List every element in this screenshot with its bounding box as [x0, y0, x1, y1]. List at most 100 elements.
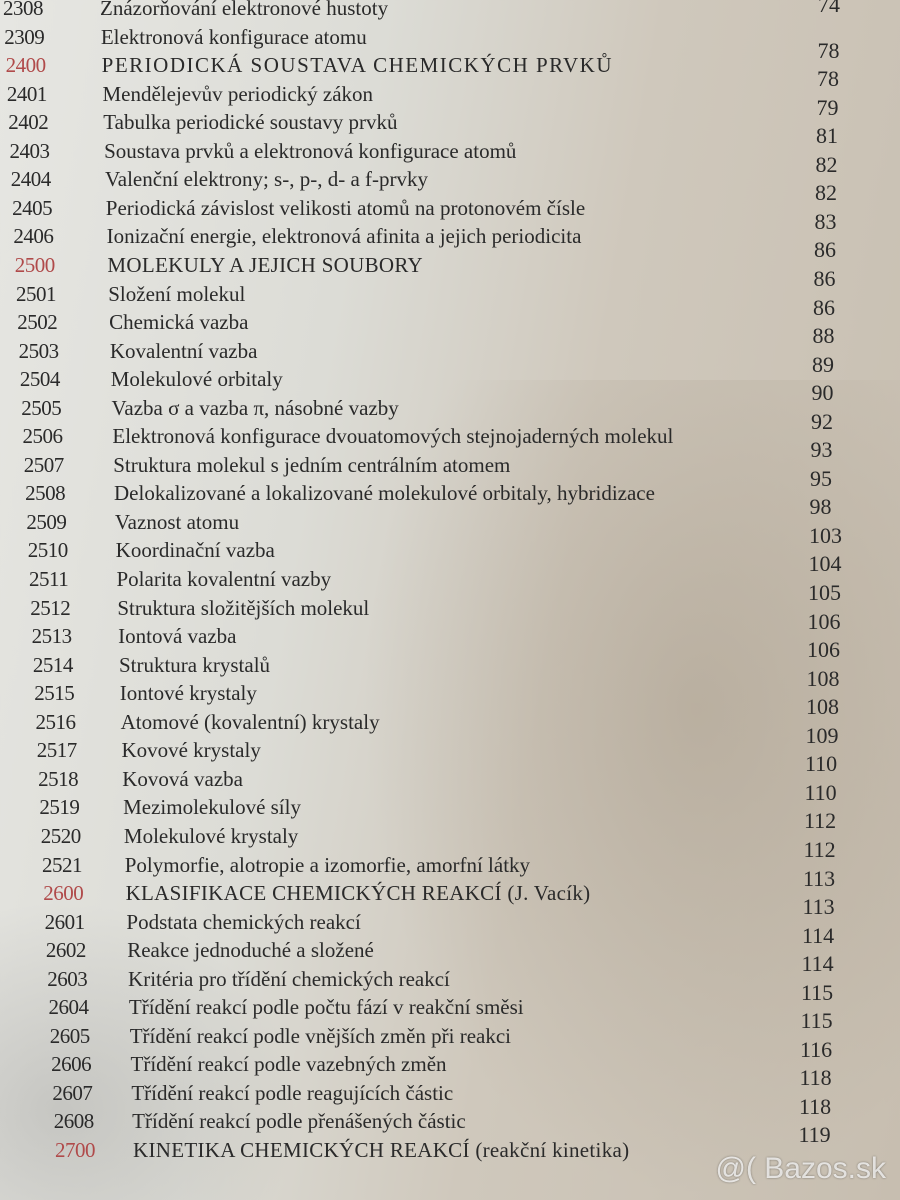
section-title: Mezimolekulové síly [123, 795, 301, 820]
section-number: 2507 [23, 452, 65, 477]
toc-entry: 2500 MOLEKULY A JEJICH SOUBORY 86 [0, 253, 900, 291]
page-number: 109 [805, 722, 839, 748]
section-number: 2309 [4, 24, 45, 49]
section-number: 2608 [53, 1109, 95, 1134]
toc-entry: 2605 Třídění reakcí podle vnějších změn p… [0, 1023, 900, 1062]
page-number: 92 [811, 408, 833, 434]
section-number: 2504 [19, 367, 61, 392]
toc-entry: 2606 Třídění reakcí podle vazebných změn 1… [0, 1052, 900, 1090]
page-number: 113 [802, 894, 835, 920]
section-number: 2503 [18, 338, 60, 363]
toc-entry: 2405 Periodická závislost velikosti atomů… [0, 195, 900, 234]
toc-entry: 2700 KINETIKA CHEMICKÝCH REAKCÍ (reakční … [0, 1138, 900, 1166]
toc-entry: 2504 Molekulové orbitaly 90 [0, 367, 900, 405]
section-title: Valenční elektrony; s-, p-, d- a f-prvky [104, 167, 428, 192]
toc-entry: 2521 Polymorfie, alotropie a izomorfie, a… [0, 852, 900, 891]
section-title: Molekulové orbitaly [110, 367, 283, 392]
toc-entry: 2514 Struktura krystalů 108 [0, 653, 900, 691]
toc-entry: 2401 Mendělejevův periodický zákon 79 [0, 81, 900, 120]
section-number: 2517 [36, 738, 78, 763]
section-title: PERIODICKÁ SOUSTAVA CHEMICKÝCH PRVKŮ [101, 53, 613, 78]
section-title: Struktura složitějších molekul [117, 595, 370, 620]
section-number: 2603 [47, 966, 88, 991]
section-number: 2512 [30, 595, 71, 620]
section-title: Polymorfie, alotropie a izomorfie, amorf… [124, 852, 531, 877]
section-title: Kovová vazba [122, 766, 243, 791]
page-number: 90 [811, 380, 834, 406]
toc-entry: 2600 KLASIFIKACE CHEMICKÝCH REAKCÍ (J. Va… [0, 881, 900, 919]
toc-entry: 2509 Vaznost atomu 103 [0, 509, 900, 548]
toc-entry: 2604 Třídění reakcí podle počtu fází v re… [0, 995, 900, 1033]
toc-entry: 2513 Iontová vazba 106 [0, 624, 900, 662]
page-number: 86 [813, 265, 836, 291]
toc-entry: 2601 Podstata chemických reakcí 114 [0, 909, 900, 948]
toc-entry: 2507 Struktura molekul s jedním centrální… [0, 452, 900, 491]
page-number: 110 [804, 779, 837, 805]
section-title: Reakce jednoduché a složené [127, 938, 374, 963]
page-number: 114 [801, 951, 834, 977]
page-number: 88 [812, 323, 835, 349]
section-number: 2308 [3, 0, 44, 20]
section-number: 2607 [52, 1080, 93, 1105]
toc-entry: 2602 Reakce jednoduché a složené 114 [0, 938, 900, 976]
page-number: 79 [816, 94, 839, 120]
section-title: Periodická závislost velikosti atomů na … [105, 195, 586, 220]
page-number: 115 [801, 979, 834, 1005]
section-number: 2508 [25, 481, 66, 506]
toc-entry: 2520 Molekulové krystaly 112 [0, 823, 900, 862]
section-title: Mendělejevův periodický zákon [102, 81, 374, 106]
section-title: Soustava prvků a elektronová konfigurace… [104, 138, 517, 163]
section-number: 2601 [44, 909, 86, 934]
toc-entry: 2607 Třídění reakcí podle reagujících čás… [0, 1080, 900, 1119]
section-title: Struktura molekul s jedním centrálním at… [113, 452, 511, 477]
page-number: 82 [815, 180, 837, 206]
page-number: 86 [813, 294, 835, 320]
section-number: 2403 [9, 138, 51, 163]
page-number: 93 [810, 437, 833, 463]
section-title: Kovové krystaly [121, 738, 261, 763]
section-title: Třídění reakcí podle vnějších změn při r… [129, 1023, 512, 1048]
toc-entry: 2506 Elektronová konfigurace dvouatomovýc… [0, 424, 900, 462]
page-number: 113 [803, 865, 836, 891]
section-number: 2404 [10, 167, 52, 192]
toc-entry: 2403 Soustava prvků a elektronová konfigu… [0, 138, 900, 177]
section-title: Vaznost atomu [114, 509, 240, 534]
section-title: Iontová vazba [118, 624, 237, 649]
section-title: Iontové krystaly [119, 681, 257, 706]
section-number: 2511 [29, 567, 69, 591]
page-number: 78 [817, 37, 840, 63]
section-title: Elektronová konfigurace dvouatomových st… [112, 424, 674, 449]
section-number: 2604 [48, 995, 90, 1020]
section-number: 2700 [55, 1138, 96, 1162]
section-number: 2520 [40, 823, 82, 848]
section-number: 2506 [22, 424, 64, 449]
toc-entry: 2519 Mezimolekulové síly 112 [0, 795, 900, 833]
toc-entry: 2508 Delokalizované a lokalizované moleku… [0, 481, 900, 519]
page-number: 114 [802, 922, 835, 948]
page-number: 115 [800, 1008, 833, 1034]
section-title: Ionizační energie, elektronová afinita a… [106, 224, 582, 249]
section-title: Elektronová konfigurace atomu [100, 24, 367, 49]
section-title: Vazba σ a vazba π, násobné vazby [111, 395, 399, 420]
page-number: 106 [807, 608, 841, 634]
section-title: KINETIKA CHEMICKÝCH REAKCÍ (reakční kine… [133, 1138, 630, 1162]
page-number: 118 [799, 1093, 832, 1119]
toc-entry: 2501 Složení molekul 86 [0, 281, 900, 320]
page-number: 98 [809, 494, 832, 520]
section-number: 2513 [31, 624, 73, 649]
section-number: 2510 [27, 538, 69, 563]
section-number: 2602 [45, 938, 87, 963]
section-title: Třídění reakcí podle přenášených částic [132, 1109, 466, 1134]
page-number: 110 [805, 751, 838, 777]
section-number: 2519 [39, 795, 80, 820]
section-title: Znázorňování elektronové hustoty [100, 0, 389, 20]
section-title: Třídění reakcí podle počtu fází v reakčn… [128, 995, 524, 1020]
page-number: 105 [808, 580, 841, 605]
toc-entry: 2400 PERIODICKÁ SOUSTAVA CHEMICKÝCH PRVKŮ… [0, 53, 900, 91]
section-title: Třídění reakcí podle vazebných změn [130, 1052, 447, 1077]
watermark: @( Bazos.sk [715, 1152, 887, 1185]
section-title: Složení molekul [108, 281, 246, 306]
section-title: Tabulka periodické soustavy prvků [103, 110, 398, 135]
section-number: 2606 [51, 1052, 92, 1077]
page-number: 112 [804, 808, 837, 834]
